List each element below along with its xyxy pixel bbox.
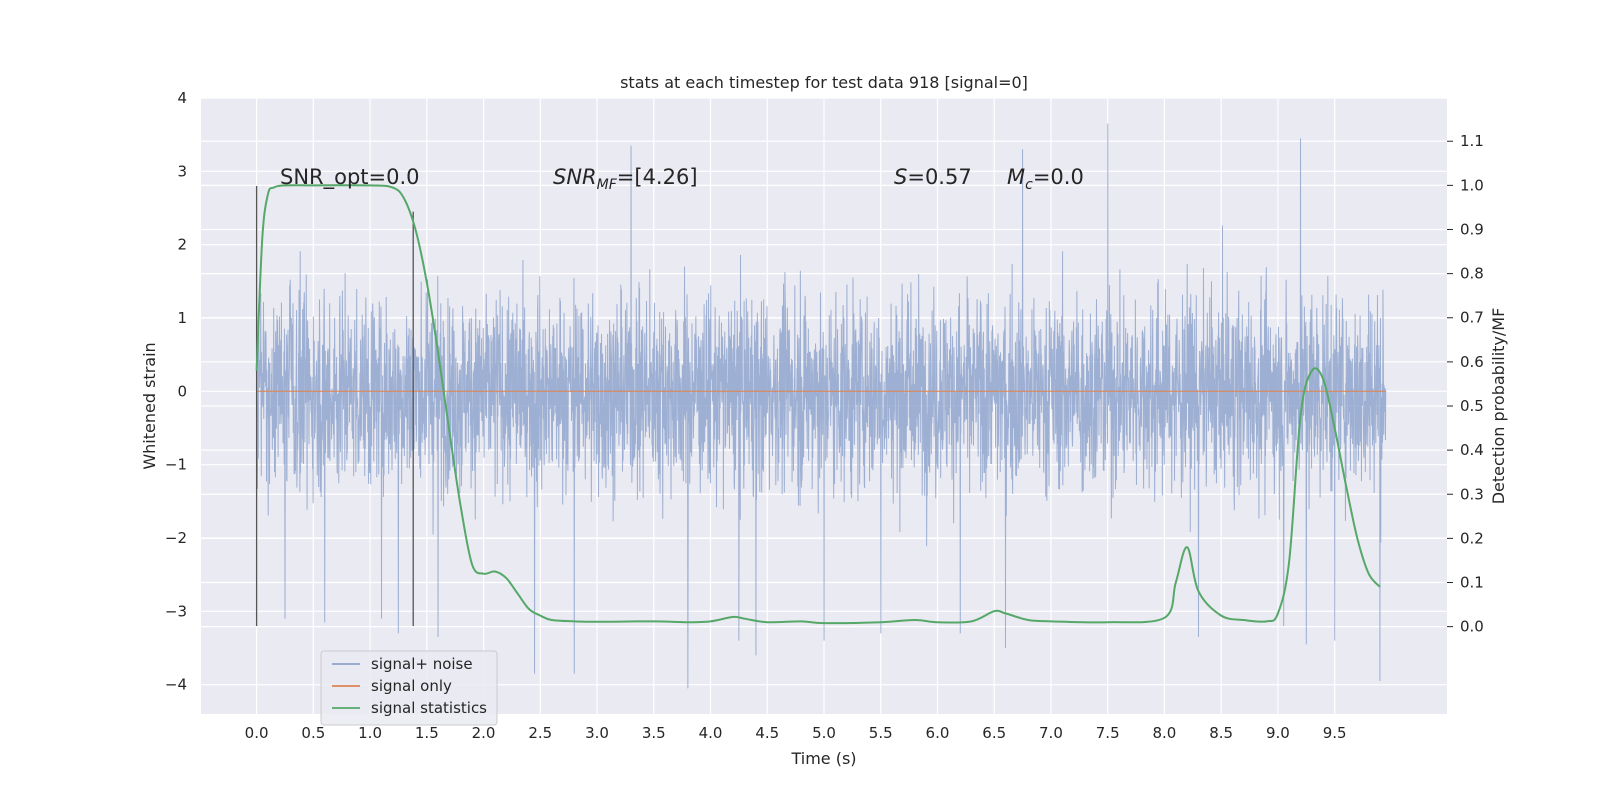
y2-tick-label: 1.0: [1460, 176, 1484, 194]
x-tick-label: 9.0: [1266, 724, 1290, 742]
x-tick-label: 4.5: [755, 724, 779, 742]
y2-tick-label: 0.4: [1460, 441, 1484, 459]
y-tick-labels: −4 −3 −2 −1 0 1 2 3 4: [165, 89, 187, 694]
vertical-markers: [255, 186, 414, 626]
y2-axis-label: Detection probability/MF: [1489, 308, 1508, 505]
x-tick-label: 1.0: [358, 724, 382, 742]
x-axis-label: Time (s): [790, 749, 856, 768]
x-tick-label: 3.0: [585, 724, 609, 742]
series-signal-statistics: [255, 184, 1381, 625]
y2-tick-label: 0.6: [1460, 353, 1484, 371]
y-tick-label: −4: [165, 676, 187, 694]
legend-label-signal-plus-noise: signal+ noise: [371, 655, 473, 673]
series-signal-plus-noise: [256, 123, 1387, 689]
x-tick-label: 2.5: [528, 724, 552, 742]
y2-tick-label: 0.9: [1460, 220, 1484, 238]
x-tick-label: 8.0: [1153, 724, 1177, 742]
x-tick-label: 4.0: [699, 724, 723, 742]
x-tick-label: 3.5: [642, 724, 666, 742]
annotation-snr-opt: SNR_opt=0.0: [280, 165, 420, 190]
y-tick-label: 1: [177, 309, 187, 327]
y-tick-label: 0: [177, 382, 187, 400]
y2-tick-label: 0.5: [1460, 397, 1484, 415]
x-tick-label: 1.5: [415, 724, 439, 742]
x-tick-label: 5.5: [869, 724, 893, 742]
y2-tick-label: 1.1: [1460, 132, 1484, 150]
x-tick-label: 7.5: [1096, 724, 1120, 742]
y2-tick-label: 0.7: [1460, 309, 1484, 327]
y2-tick-label: 0.3: [1460, 485, 1484, 503]
y-tick-label: −3: [165, 602, 187, 620]
legend: signal+ noise signal only signal statist…: [320, 650, 498, 726]
legend-box: [320, 650, 498, 726]
y-tick-label: 3: [177, 162, 187, 180]
y-tick-label: −2: [165, 529, 187, 547]
noise-line: [256, 123, 1387, 689]
annotation-mc: Mc=0.0: [1007, 165, 1084, 193]
y-tick-label: −1: [165, 456, 187, 474]
y2-tick-label: 0.1: [1460, 574, 1484, 592]
x-tick-label: 0.0: [245, 724, 269, 742]
x-tick-label: 6.5: [982, 724, 1006, 742]
statistics-line: [255, 184, 1381, 625]
x-tick-label: 9.5: [1323, 724, 1347, 742]
legend-label-signal-only: signal only: [371, 677, 452, 695]
chart-title: stats at each timestep for test data 918…: [620, 73, 1028, 92]
x-tick-label: 2.0: [472, 724, 496, 742]
annotation-s: S=0.57: [894, 165, 972, 189]
y-tick-label: 2: [177, 236, 187, 254]
annotation-snr-mf: SNRMF=[4.26]: [553, 165, 698, 193]
y2-tick-labels: 0.0 0.1 0.2 0.3 0.4 0.5 0.6 0.7 0.8 0.9 1.0 1.1: [1447, 132, 1484, 636]
y2-tick-label: 0.8: [1460, 265, 1484, 283]
x-tick-labels: 0.0 0.5 1.0 1.5 2.0 2.5 3.0 3.5 4.0 4.5 5.0 5.5 6.0 6…: [245, 724, 1347, 742]
x-tick-label: 5.0: [812, 724, 836, 742]
x-tick-label: 7.0: [1039, 724, 1063, 742]
y2-tick-label: 0.0: [1460, 618, 1484, 636]
y2-tick-label: 0.2: [1460, 529, 1484, 547]
y-tick-label: 4: [177, 89, 187, 107]
legend-label-signal-statistics: signal statistics: [371, 699, 487, 717]
y-axis-label: Whitened strain: [140, 342, 159, 469]
x-tick-label: 8.5: [1209, 724, 1233, 742]
x-tick-label: 6.0: [926, 724, 950, 742]
x-tick-label: 0.5: [301, 724, 325, 742]
